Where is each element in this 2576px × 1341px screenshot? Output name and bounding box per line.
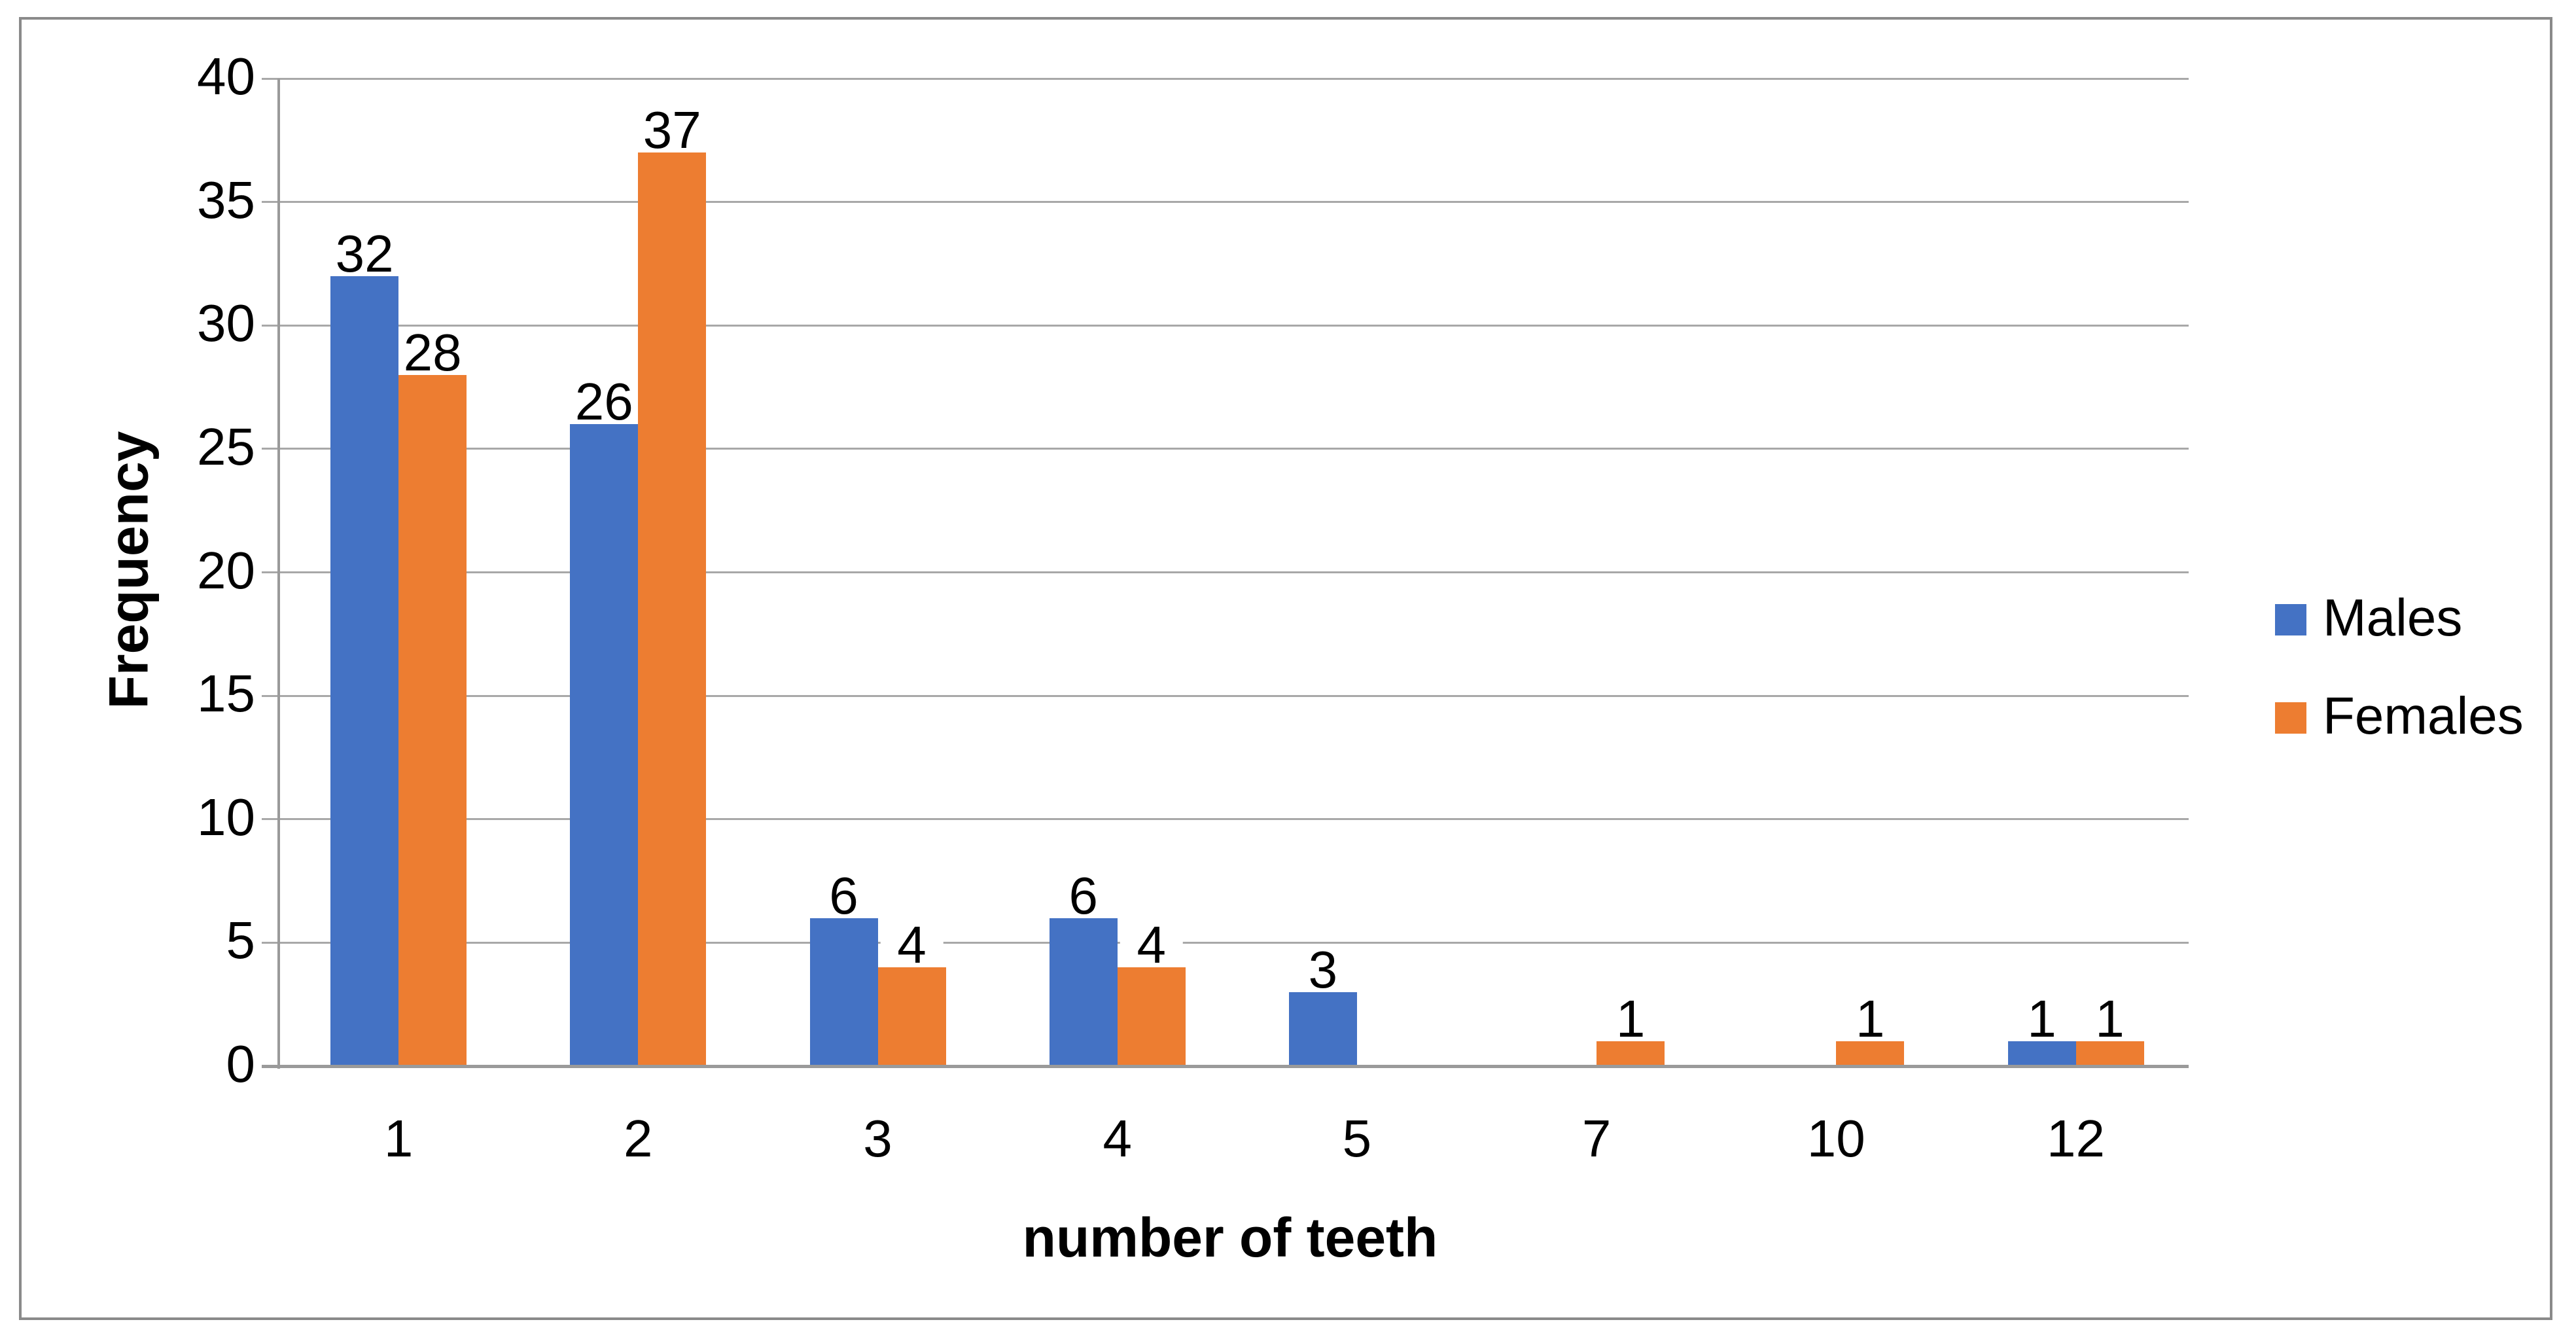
y-axis-line [277,79,280,1069]
legend-swatch-males [2275,604,2306,635]
gridline-15 [262,694,2189,697]
data-label-males-1: 32 [318,227,411,280]
data-label-males-3: 6 [812,869,875,922]
x-tick-label-1: 1 [383,1109,414,1168]
y-tick-label-35: 35 [197,170,255,229]
data-label-males-2: 26 [557,376,650,429]
bar-males-12 [2007,1041,2076,1066]
x-tick-label-10: 10 [1807,1109,1865,1168]
legend-label-males: Males [2323,588,2463,647]
legend-swatch-females [2275,702,2306,734]
x-axis-title: number of teeth [1022,1207,1438,1268]
bar-females-7 [1597,1041,1665,1066]
data-label-females-1: 28 [386,326,479,379]
y-tick-label-25: 25 [197,417,255,476]
gridline-5 [262,941,2189,944]
gridline-20 [262,571,2189,573]
x-tick-label-3: 3 [863,1109,892,1168]
y-tick-label-30: 30 [197,294,255,353]
bar-males-3 [809,918,878,1066]
gridline-35 [262,201,2189,204]
data-label-females-2: 37 [626,104,718,157]
data-label-females-4: 4 [1120,919,1183,972]
legend-label-females: Females [2323,687,2524,745]
x-tick-label-7: 7 [1581,1109,1612,1168]
y-tick-label-40: 40 [197,47,255,105]
y-tick-label-20: 20 [197,541,255,599]
bar-males-2 [570,424,639,1066]
x-tick-label-2: 2 [624,1109,653,1168]
y-tick-label-0: 0 [226,1035,256,1093]
x-axis-line [262,1065,2189,1068]
gridline-25 [262,448,2189,450]
bar-males-5 [1288,992,1357,1066]
x-tick-label-12: 12 [2047,1109,2105,1168]
data-label-males-4: 6 [1051,869,1115,922]
bar-females-12 [2075,1041,2144,1066]
y-tick-label-10: 10 [197,787,255,846]
bar-males-4 [1049,918,1118,1066]
bar-females-3 [877,967,946,1066]
gridline-40 [262,77,2189,80]
data-label-males-5: 3 [1291,943,1355,996]
data-label-females-12: 1 [2078,993,2142,1046]
data-label-females-3: 4 [880,919,944,972]
bar-females-4 [1117,967,1186,1066]
bar-females-1 [398,374,467,1066]
gridline-30 [262,324,2189,327]
x-tick-label-5: 5 [1342,1109,1372,1168]
x-tick-label-4: 4 [1103,1109,1132,1168]
bar-females-10 [1836,1041,1905,1066]
bar-females-2 [638,152,707,1066]
gridline-10 [262,818,2189,821]
chart-border [19,17,2552,1320]
data-label-females-7: 1 [1598,993,1663,1046]
data-label-males-12: 1 [2010,993,2073,1046]
data-label-females-10: 1 [1839,993,1902,1046]
bar-males-1 [330,276,399,1066]
y-tick-label-15: 15 [197,664,255,723]
y-tick-label-5: 5 [226,911,256,970]
